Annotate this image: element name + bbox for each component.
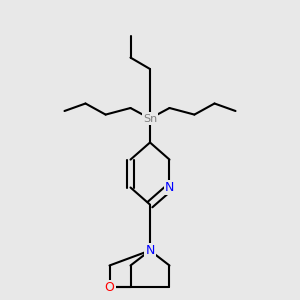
- Text: N: N: [145, 244, 155, 257]
- Text: O: O: [105, 281, 114, 294]
- Text: Sn: Sn: [143, 113, 157, 124]
- Text: N: N: [165, 181, 174, 194]
